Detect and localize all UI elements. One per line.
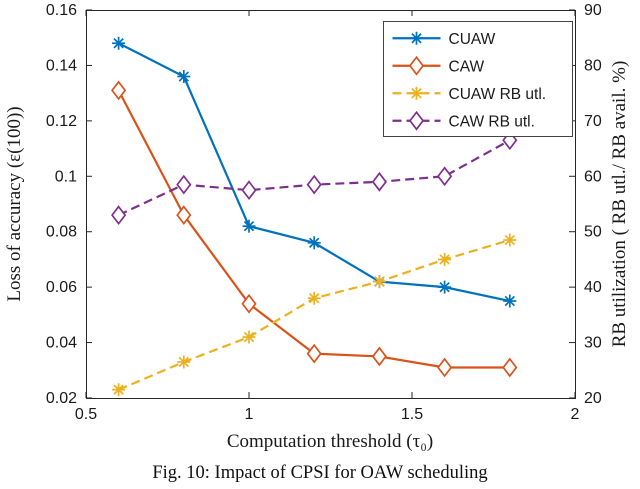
legend-label: CUAW RB utl. xyxy=(449,86,547,103)
y-right-axis-label: RB utilization ( RB utl./ RB avail. %) xyxy=(609,61,630,348)
chart-svg: Loss of accuracy (ε(100)) RB utilization… xyxy=(4,2,630,452)
y-left-tick-label: 0.08 xyxy=(46,224,77,241)
y-left-tick-label: 0.1 xyxy=(55,168,77,185)
y-left-tick-label: 0.12 xyxy=(46,113,77,130)
y-left-ticks: 0.02 0.04 0.06 0.08 0.1 0.12 0.14 0.16 xyxy=(46,2,92,407)
series-caw-rb-utl- xyxy=(111,130,518,225)
legend-label: CAW RB utl. xyxy=(449,113,535,130)
legend-label: CAW xyxy=(449,58,485,75)
y-right-tick-label: 30 xyxy=(584,335,602,352)
x-axis-label: Computation threshold (τ₀) xyxy=(227,431,433,452)
x-ticks: 0.5 1 1.5 2 xyxy=(75,10,580,423)
y-left-tick-label: 0.16 xyxy=(46,2,77,19)
x-tick-label: 0.5 xyxy=(75,406,97,423)
y-right-tick-label: 60 xyxy=(584,168,602,185)
legend-label: CUAW xyxy=(449,31,496,48)
x-tick-label: 1 xyxy=(245,406,254,423)
y-right-tick-label: 70 xyxy=(584,113,602,130)
series-cuaw-rb-utl- xyxy=(112,233,517,397)
axes-box xyxy=(86,10,576,399)
y-left-axis-label: Loss of accuracy (ε(100)) xyxy=(4,106,25,301)
y-right-ticks: 20 30 40 50 60 70 80 90 xyxy=(569,2,602,407)
x-tick-label: 2 xyxy=(571,406,580,423)
series-caw xyxy=(111,80,518,378)
y-right-tick-label: 50 xyxy=(584,224,602,241)
figure-caption: Fig. 10: Impact of CPSI for OAW scheduli… xyxy=(152,463,488,483)
y-right-tick-label: 80 xyxy=(584,57,602,74)
y-right-tick-label: 90 xyxy=(584,2,602,19)
x-tick-label: 1.5 xyxy=(401,406,423,423)
y-right-tick-label: 20 xyxy=(584,390,602,407)
y-left-tick-label: 0.14 xyxy=(46,57,77,74)
y-right-tick-label: 40 xyxy=(584,279,602,296)
legend: CUAW CAW CUAW RB utl. CAW RB utl. xyxy=(383,21,573,137)
y-left-tick-label: 0.06 xyxy=(46,279,77,296)
y-left-tick-label: 0.02 xyxy=(46,390,77,407)
y-left-tick-label: 0.04 xyxy=(46,335,77,352)
